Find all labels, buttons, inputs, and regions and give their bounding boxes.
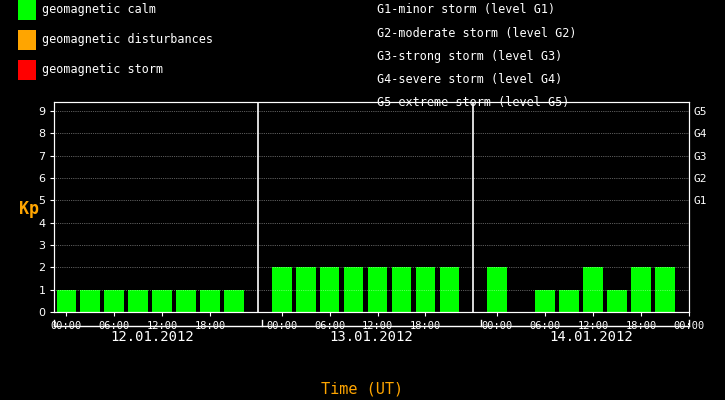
Y-axis label: Kp: Kp — [19, 200, 39, 218]
Bar — [224, 290, 244, 312]
Bar — [487, 267, 507, 312]
Bar — [607, 290, 626, 312]
Bar — [200, 290, 220, 312]
Bar — [320, 267, 339, 312]
Bar — [415, 267, 435, 312]
Bar — [368, 267, 387, 312]
Bar — [104, 290, 124, 312]
Bar — [152, 290, 172, 312]
Bar — [128, 290, 148, 312]
Bar — [559, 290, 579, 312]
Text: G2-moderate storm (level G2): G2-moderate storm (level G2) — [377, 27, 576, 40]
Text: 12.01.2012: 12.01.2012 — [110, 330, 194, 344]
Text: G3-strong storm (level G3): G3-strong storm (level G3) — [377, 50, 563, 63]
Bar — [535, 290, 555, 312]
Bar — [176, 290, 196, 312]
Text: G5-extreme storm (level G5): G5-extreme storm (level G5) — [377, 96, 569, 109]
Text: geomagnetic disturbances: geomagnetic disturbances — [42, 34, 213, 46]
Bar — [583, 267, 602, 312]
Bar — [80, 290, 100, 312]
Text: G1-minor storm (level G1): G1-minor storm (level G1) — [377, 4, 555, 16]
Bar — [57, 290, 76, 312]
Text: Time (UT): Time (UT) — [321, 381, 404, 396]
Text: geomagnetic storm: geomagnetic storm — [42, 64, 163, 76]
Bar — [344, 267, 363, 312]
Bar — [296, 267, 315, 312]
Text: 14.01.2012: 14.01.2012 — [550, 330, 633, 344]
Text: geomagnetic calm: geomagnetic calm — [42, 4, 156, 16]
Bar — [392, 267, 411, 312]
Bar — [631, 267, 650, 312]
Bar — [272, 267, 291, 312]
Bar — [655, 267, 675, 312]
Text: G4-severe storm (level G4): G4-severe storm (level G4) — [377, 73, 563, 86]
Bar — [439, 267, 459, 312]
Text: 13.01.2012: 13.01.2012 — [330, 330, 413, 344]
